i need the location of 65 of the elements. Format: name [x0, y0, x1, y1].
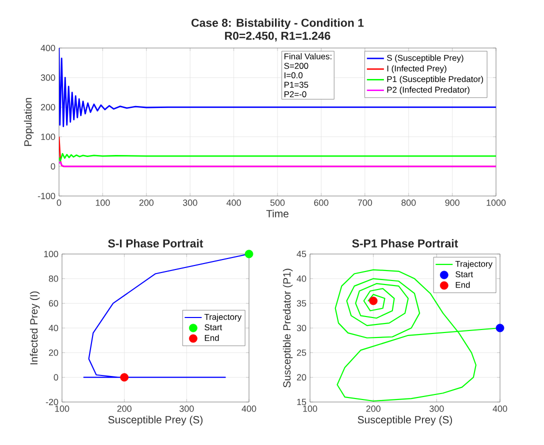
x-tick-label: 700 [358, 200, 372, 206]
legend-label: S (Susceptible Prey) [387, 54, 464, 63]
x-tick-label: 400 [492, 406, 508, 412]
x-axis-title: Susceptible Prey (S) [108, 416, 202, 426]
y-tick-label: 60 [48, 300, 58, 307]
y-tick-label: -100 [38, 192, 56, 200]
line-series [59, 48, 496, 128]
x-tick-label: 500 [270, 200, 285, 206]
x-tick-label: 400 [242, 406, 256, 412]
x-axis-title: Susceptible Prey (S) [358, 416, 452, 426]
y-tick-label: 100 [41, 134, 56, 140]
y-axis-title: Infected Prey (I) [30, 291, 40, 364]
y-tick-label: 30 [296, 324, 306, 332]
x-tick-label: 1000 [486, 200, 506, 206]
x-tick-label: 400 [226, 200, 241, 206]
y-tick-label: -20 [46, 398, 58, 406]
legend-label: P1 (Susceptible Predator) [387, 76, 484, 84]
legend-label: Start [456, 271, 474, 278]
y-tick-label: 400 [40, 44, 56, 52]
y-tick-label: 45 [296, 250, 306, 258]
y-tick-label: 15 [297, 398, 306, 406]
y-tick-label: 80 [48, 275, 58, 282]
y-axis-title: Susceptible Predator (P1) [282, 268, 293, 388]
x-tick-label: 200 [366, 406, 380, 412]
x-tick-label: 200 [139, 200, 154, 206]
chart-title: S-P1 Phase Portrait [352, 239, 458, 248]
legend-label: Trajectory [455, 260, 492, 269]
y-tick-label: 0 [54, 374, 58, 381]
annotation: P1=35 [284, 82, 308, 88]
y-tick-label: 20 [48, 349, 58, 356]
line-series [59, 152, 496, 162]
y-tick-label: 35 [296, 300, 306, 307]
x-tick-label: 100 [55, 406, 70, 412]
y-tick-label: 200 [40, 104, 56, 110]
y-tick-label: 20 [296, 374, 306, 381]
chart-subtitle: R0=2.450, R1=1.246 [225, 32, 330, 42]
x-tick-label: 100 [96, 200, 110, 206]
x-tick-label: 800 [402, 200, 416, 206]
x-tick-label: 300 [180, 406, 194, 412]
x-tick-label: 200 [117, 406, 132, 412]
y-tick-label: 100 [44, 250, 58, 258]
y-tick-label: 0 [50, 163, 56, 170]
legend-label: End [204, 334, 219, 341]
y-tick-label: 40 [48, 324, 58, 332]
x-tick-label: 100 [303, 406, 318, 412]
legend-label: I (Infected Prey) [387, 65, 446, 74]
y-tick-label: 40 [296, 275, 306, 282]
y-axis-title: Population [24, 98, 34, 146]
x-tick-label: 900 [445, 200, 460, 206]
y-tick-label: 25 [296, 349, 306, 356]
x-tick-label: 300 [430, 406, 444, 412]
x-axis-title: Time [266, 210, 288, 218]
legend-label: End [456, 282, 470, 288]
legend-label: Start [204, 324, 222, 330]
annotation: I=0.0 [284, 72, 303, 78]
annotation: S=200 [284, 62, 308, 69]
chart-title: Case 8: Bistability - Condition 1 [192, 18, 364, 30]
legend-label: P2 (Infected Predator) [387, 86, 470, 94]
legend-label: Trajectory [204, 314, 242, 322]
annotation: Final Values: [284, 53, 332, 60]
x-tick-label: 600 [314, 200, 328, 206]
chart-title: S-I Phase Portrait [108, 239, 204, 248]
y-tick-label: 300 [40, 74, 56, 81]
x-tick-label: 300 [182, 200, 198, 206]
annotation: P2=-0 [284, 91, 306, 98]
